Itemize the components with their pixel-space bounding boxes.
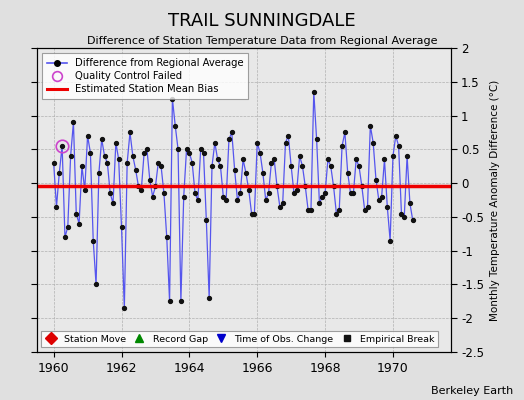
Text: TRAIL SUNNINGDALE: TRAIL SUNNINGDALE (168, 12, 356, 30)
Y-axis label: Monthly Temperature Anomaly Difference (°C): Monthly Temperature Anomaly Difference (… (489, 79, 499, 321)
Text: Difference of Station Temperature Data from Regional Average: Difference of Station Temperature Data f… (87, 36, 437, 46)
Legend: Station Move, Record Gap, Time of Obs. Change, Empirical Break: Station Move, Record Gap, Time of Obs. C… (41, 331, 438, 347)
Text: Berkeley Earth: Berkeley Earth (431, 386, 514, 396)
